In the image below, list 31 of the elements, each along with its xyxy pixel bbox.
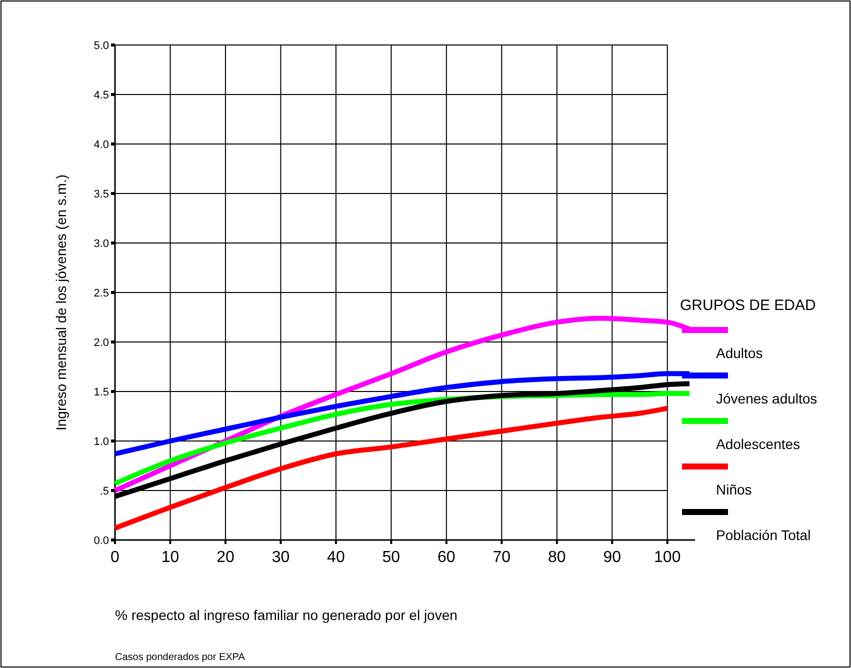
- legend-label: Adultos: [716, 345, 763, 361]
- legend-label: Adolescentes: [716, 436, 800, 452]
- y-tick-label: 0.0: [94, 534, 109, 547]
- legend-label: Niños: [716, 482, 752, 498]
- text: Casos ponderados por EXPA: [115, 652, 246, 663]
- legend-title: GRUPOS DE EDAD: [680, 297, 816, 314]
- x-tick-label: 30: [272, 549, 290, 566]
- y-tick-label: 2.5: [94, 287, 109, 300]
- y-tick-label: 4.0: [94, 138, 109, 151]
- y-tick-label: 5.0: [94, 40, 109, 52]
- x-tick-label: 60: [438, 549, 456, 566]
- y-tick-label: 3.0: [94, 238, 109, 250]
- y-tick-label: 3.5: [94, 188, 109, 200]
- y-tick-label: 4.5: [94, 89, 109, 102]
- x-tick-label: 90: [603, 549, 622, 566]
- x-tick-label: 40: [327, 549, 345, 566]
- y-tick-label: .5: [100, 485, 109, 498]
- legend-label: Población Total: [716, 527, 811, 543]
- x-tick-label: 20: [216, 549, 234, 566]
- y-axis-title: Ingreso mensual de los jóvenes (en s.m.): [53, 174, 69, 431]
- x-tick-label: 100: [654, 549, 681, 566]
- x-tick-label: 70: [492, 549, 511, 566]
- y-tick-label: 1.5: [94, 386, 109, 398]
- x-tick-label: 50: [382, 549, 400, 566]
- x-tick-label: 80: [548, 549, 566, 566]
- x-tick-label: 0: [110, 549, 120, 566]
- x-tick-label: 10: [161, 549, 180, 566]
- x-axis-title: % respecto al ingreso familiar no generado por el joven: [115, 607, 458, 623]
- y-tick-label: 1.0: [94, 436, 109, 448]
- y-tick-label: 2.0: [94, 336, 109, 349]
- legend-label: Jóvenes adultos: [716, 390, 818, 406]
